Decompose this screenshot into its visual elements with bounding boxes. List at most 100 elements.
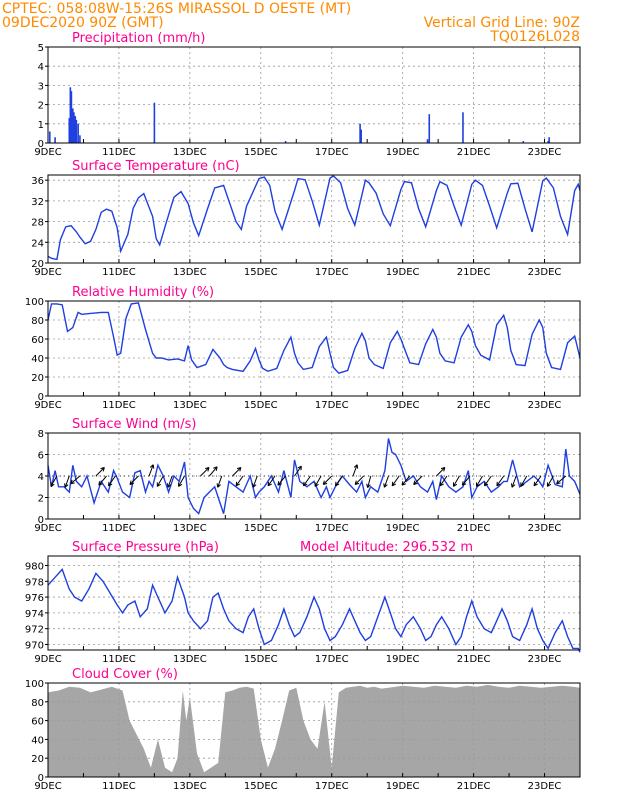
y-tick-label: 40 xyxy=(31,735,44,746)
precip-bar xyxy=(68,118,71,143)
y-tick-label: 80 xyxy=(31,316,44,327)
wind-arrow-shaft xyxy=(496,475,505,487)
wind-arrow-shaft xyxy=(556,475,567,485)
panel-5: 970 972 974 976 978 980 9DEC 11DEC 13DEC 15DEC 17D… xyxy=(25,540,581,665)
y-tick-label: 24 xyxy=(31,238,44,249)
wind-arrow-head xyxy=(355,482,360,485)
precip-bar xyxy=(426,139,429,143)
wind-arrow-shaft xyxy=(95,467,105,477)
x-tick-label: 23DEC xyxy=(528,523,562,534)
wind-arrow-head xyxy=(207,467,210,472)
x-tick-label: 15DEC xyxy=(244,400,278,411)
wind-arrow-shaft xyxy=(452,475,460,487)
wind-arrow-shaft xyxy=(367,475,372,488)
wind-arrow-shaft xyxy=(533,475,542,487)
wind-arrow-shaft xyxy=(354,475,365,485)
wind-arrow-head xyxy=(303,483,308,487)
wind-arrow-head xyxy=(166,483,169,488)
wind-arrow-head xyxy=(353,464,358,468)
wind-arrow-head xyxy=(413,482,418,485)
x-tick-label: 11DEC xyxy=(102,781,136,792)
precip-bar xyxy=(70,91,73,143)
x-tick-label: 23DEC xyxy=(528,267,562,278)
wind-arrow-head xyxy=(453,483,458,487)
wind-arrow-head xyxy=(354,480,357,485)
precip-bar xyxy=(48,131,51,143)
x-tick-label: 21DEC xyxy=(457,654,491,665)
x-tick-label: 17DEC xyxy=(315,523,349,534)
x-tick-label: 13DEC xyxy=(173,147,207,158)
x-tick-label: 13DEC xyxy=(173,654,207,665)
x-tick-label: 21DEC xyxy=(457,267,491,278)
panel-3: 0 20 40 60 80 100 9DEC 11DEC 13DEC 15DEC 17DEC 19DE… xyxy=(25,285,581,411)
wind-arrow-shaft xyxy=(200,467,210,477)
wind-arrow-head xyxy=(98,483,103,486)
x-tick-label: 23DEC xyxy=(528,400,562,411)
precip-bar xyxy=(359,123,361,143)
x-tick-label: 19DEC xyxy=(386,654,420,665)
wind-arrow-shaft xyxy=(129,475,139,485)
x-tick-label: 9DEC xyxy=(34,267,61,278)
wind-arrow-shaft xyxy=(235,475,244,487)
x-tick-label: 13DEC xyxy=(173,523,207,534)
precip-bar xyxy=(74,116,77,143)
wind-arrow-shaft xyxy=(352,464,358,477)
y-tick-label: 2 xyxy=(38,494,44,505)
wind-arrow-head xyxy=(217,484,222,488)
wind-arrow-head xyxy=(157,483,161,487)
wind-arrow-head xyxy=(267,483,272,487)
wind-arrow-shaft xyxy=(267,475,276,487)
wind-arrow-head xyxy=(252,483,254,488)
wind-arrow-head xyxy=(215,466,218,471)
wind-arrow-head xyxy=(277,481,280,486)
x-tick-label: 17DEC xyxy=(315,400,349,411)
panel-frame xyxy=(47,300,581,397)
wind-arrow-shaft xyxy=(484,475,492,487)
precip-bar xyxy=(79,135,81,143)
cloud-cover-area xyxy=(48,684,580,777)
wind-arrow-shaft xyxy=(294,465,302,477)
wind-arrow-head xyxy=(520,483,525,487)
precip-bar xyxy=(75,119,78,143)
wind-arrow-shaft xyxy=(461,475,471,486)
panel-frame xyxy=(47,682,581,778)
wind-arrow-head xyxy=(443,467,446,472)
y-tick-label: 8 xyxy=(38,429,44,440)
wind-arrow-head xyxy=(216,483,219,488)
wind-arrow-head xyxy=(401,481,404,486)
wind-arrow-head xyxy=(129,480,132,485)
series-line xyxy=(47,175,581,261)
wind-arrow-head xyxy=(383,483,385,488)
wind-arrow-head xyxy=(236,467,242,470)
wind-arrow-shaft xyxy=(439,475,448,487)
y-tick-label: 6 xyxy=(38,451,44,462)
wind-arrow-shaft xyxy=(98,475,107,486)
wind-arrow-shaft xyxy=(156,475,164,487)
wind-arrow-shaft xyxy=(50,475,58,487)
y-tick-label: 3 xyxy=(38,81,44,92)
y-tick-label: 980 xyxy=(25,561,44,572)
precip-bar xyxy=(69,87,72,143)
wind-arrow-shaft xyxy=(436,467,446,477)
precip-bar xyxy=(153,102,156,143)
y-tick-label: 0 xyxy=(38,392,44,403)
wind-arrow-shaft xyxy=(167,475,173,488)
panel-frame xyxy=(47,555,581,651)
panel-4: 0 2 4 6 8 9DEC 11DEC 13DEC 15DEC 17DEC 19DEC 21DEC 2… xyxy=(34,417,581,534)
header-station: CPTEC: 058:08W-15:26S MIRASSOL D OESTE (… xyxy=(2,1,351,17)
wind-arrow-head xyxy=(510,483,513,488)
x-tick-label: 23DEC xyxy=(528,147,562,158)
wind-arrow-shaft xyxy=(322,475,333,485)
x-tick-label: 11DEC xyxy=(102,147,136,158)
y-tick-label: 1 xyxy=(38,120,44,131)
y-tick-label: 60 xyxy=(31,717,44,728)
wind-arrow-head xyxy=(178,483,183,487)
x-tick-label: 17DEC xyxy=(315,267,349,278)
wind-arrow-head xyxy=(167,484,172,488)
wind-arrow-head xyxy=(129,482,134,485)
wind-arrow-head xyxy=(476,483,481,487)
wind-arrow-shaft xyxy=(148,464,154,477)
wind-arrow-head xyxy=(277,483,282,486)
wind-arrow-head xyxy=(322,480,325,485)
